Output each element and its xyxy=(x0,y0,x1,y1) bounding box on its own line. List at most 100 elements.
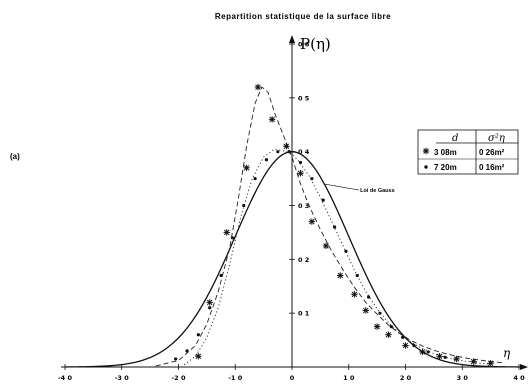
legend-dot xyxy=(424,165,428,169)
star-stroke xyxy=(470,358,477,365)
legend-header-sigma: σ²η xyxy=(488,133,505,144)
star-point xyxy=(223,229,230,236)
x-tick-label: -2 0 xyxy=(171,374,185,382)
star-stroke xyxy=(206,299,213,306)
star-point xyxy=(268,116,276,123)
dot-point xyxy=(426,350,430,354)
dashed-curve xyxy=(155,86,503,367)
star-point xyxy=(308,218,316,225)
dot-point xyxy=(412,343,416,348)
y-tick-label: 0 1 xyxy=(298,310,310,318)
star-stroke xyxy=(223,229,230,236)
dot-point xyxy=(185,349,189,353)
star-point xyxy=(385,331,392,338)
gauss-curve-label: Loi de Gauss xyxy=(360,188,395,194)
x-axis-label: η xyxy=(503,346,511,360)
dot-point xyxy=(219,273,223,278)
star-stroke xyxy=(363,307,369,314)
legend-row-1-d: 3 08m xyxy=(434,148,457,157)
dot-point xyxy=(389,325,393,329)
dot-point xyxy=(310,176,314,181)
legend-star xyxy=(422,147,430,155)
legend-row-2-sigma: 0 16m² xyxy=(479,163,505,172)
dot-point xyxy=(242,203,246,208)
star-stroke xyxy=(243,165,250,171)
legend-marker-star xyxy=(422,147,430,155)
legend-header-d: d xyxy=(452,133,458,144)
dot-point xyxy=(264,158,269,162)
dot-point xyxy=(230,236,235,240)
x-tick-label: -3 0 xyxy=(115,374,129,382)
legend-box xyxy=(417,129,519,175)
star-point xyxy=(373,323,381,330)
star-point xyxy=(206,299,213,306)
legend-row-2-d: 7 20m xyxy=(434,163,457,172)
star-stroke xyxy=(309,218,315,225)
dot-point xyxy=(367,295,371,299)
dot-point xyxy=(276,150,280,154)
dot-point xyxy=(298,160,303,165)
star-point xyxy=(453,355,460,363)
y-tick-label: 0 3 xyxy=(298,202,309,210)
star-stroke xyxy=(423,148,429,154)
dot-point xyxy=(378,311,382,315)
x-tick-label: -1 0 xyxy=(228,374,242,382)
star-point xyxy=(487,360,494,367)
star-point xyxy=(436,353,443,360)
y-tick-label: 0 4 xyxy=(298,148,310,156)
star-point xyxy=(337,272,344,279)
dot-point xyxy=(443,355,447,359)
x-axis-arrow xyxy=(520,364,528,370)
star-stroke xyxy=(337,272,343,279)
data-markers xyxy=(174,83,494,367)
x-tick-label: 2 0 xyxy=(400,374,412,382)
axes xyxy=(61,35,528,370)
dot-point xyxy=(287,150,291,154)
chart-title: Repartition statistique de la surface li… xyxy=(215,12,391,21)
star-point xyxy=(402,342,409,349)
star-stroke xyxy=(419,349,426,355)
dot-point xyxy=(401,335,405,339)
star-point xyxy=(243,164,250,172)
y-axis-arrow xyxy=(289,35,295,43)
gauss-curve xyxy=(64,151,520,368)
star-point xyxy=(362,307,369,314)
dot-point xyxy=(174,357,178,361)
star-stroke xyxy=(487,360,494,366)
panel-label: (a) xyxy=(10,152,20,161)
star-stroke xyxy=(269,116,275,123)
star-point xyxy=(470,358,477,365)
star-stroke xyxy=(436,353,443,359)
star-stroke xyxy=(453,356,460,362)
dotted-curve xyxy=(183,148,491,366)
star-stroke xyxy=(323,243,329,249)
legend: d σ²η 3 08m 0 26m² 7 20m 0 16m² xyxy=(417,129,519,175)
dot-point xyxy=(196,333,200,337)
x-tick-label: 1 0 xyxy=(343,374,355,382)
y-tick-label: 0 6 xyxy=(298,41,310,49)
y-tick-label: 0 2 xyxy=(298,256,309,264)
x-tick-label: 4 0 xyxy=(513,374,525,382)
star-point xyxy=(195,353,202,360)
tick-labels: -4 0 -3 0 -2 0 -1 0 0 1 0 2 0 3 0 4 0 0 1 0 2 0 3 0 … xyxy=(58,41,525,383)
x-tick-label: -4 0 xyxy=(58,374,72,382)
legend-marker-dot xyxy=(424,165,428,169)
dot-point xyxy=(253,176,257,181)
dot-point xyxy=(332,225,337,229)
y-axis-label: P(η) xyxy=(300,35,331,53)
star-stroke xyxy=(283,143,290,150)
star-stroke xyxy=(297,170,304,176)
star-stroke xyxy=(385,331,392,338)
star-stroke xyxy=(351,291,358,298)
star-point xyxy=(254,83,262,91)
star-point xyxy=(283,143,290,150)
dot-point xyxy=(344,249,348,253)
y-tick-label: 0 5 xyxy=(298,94,310,102)
star-stroke xyxy=(374,323,380,330)
x-tick-label: 3 0 xyxy=(457,374,469,382)
star-point xyxy=(322,242,330,250)
dot-point xyxy=(208,306,212,310)
dot-point xyxy=(321,198,325,202)
gauss-label-pointer xyxy=(323,183,360,191)
